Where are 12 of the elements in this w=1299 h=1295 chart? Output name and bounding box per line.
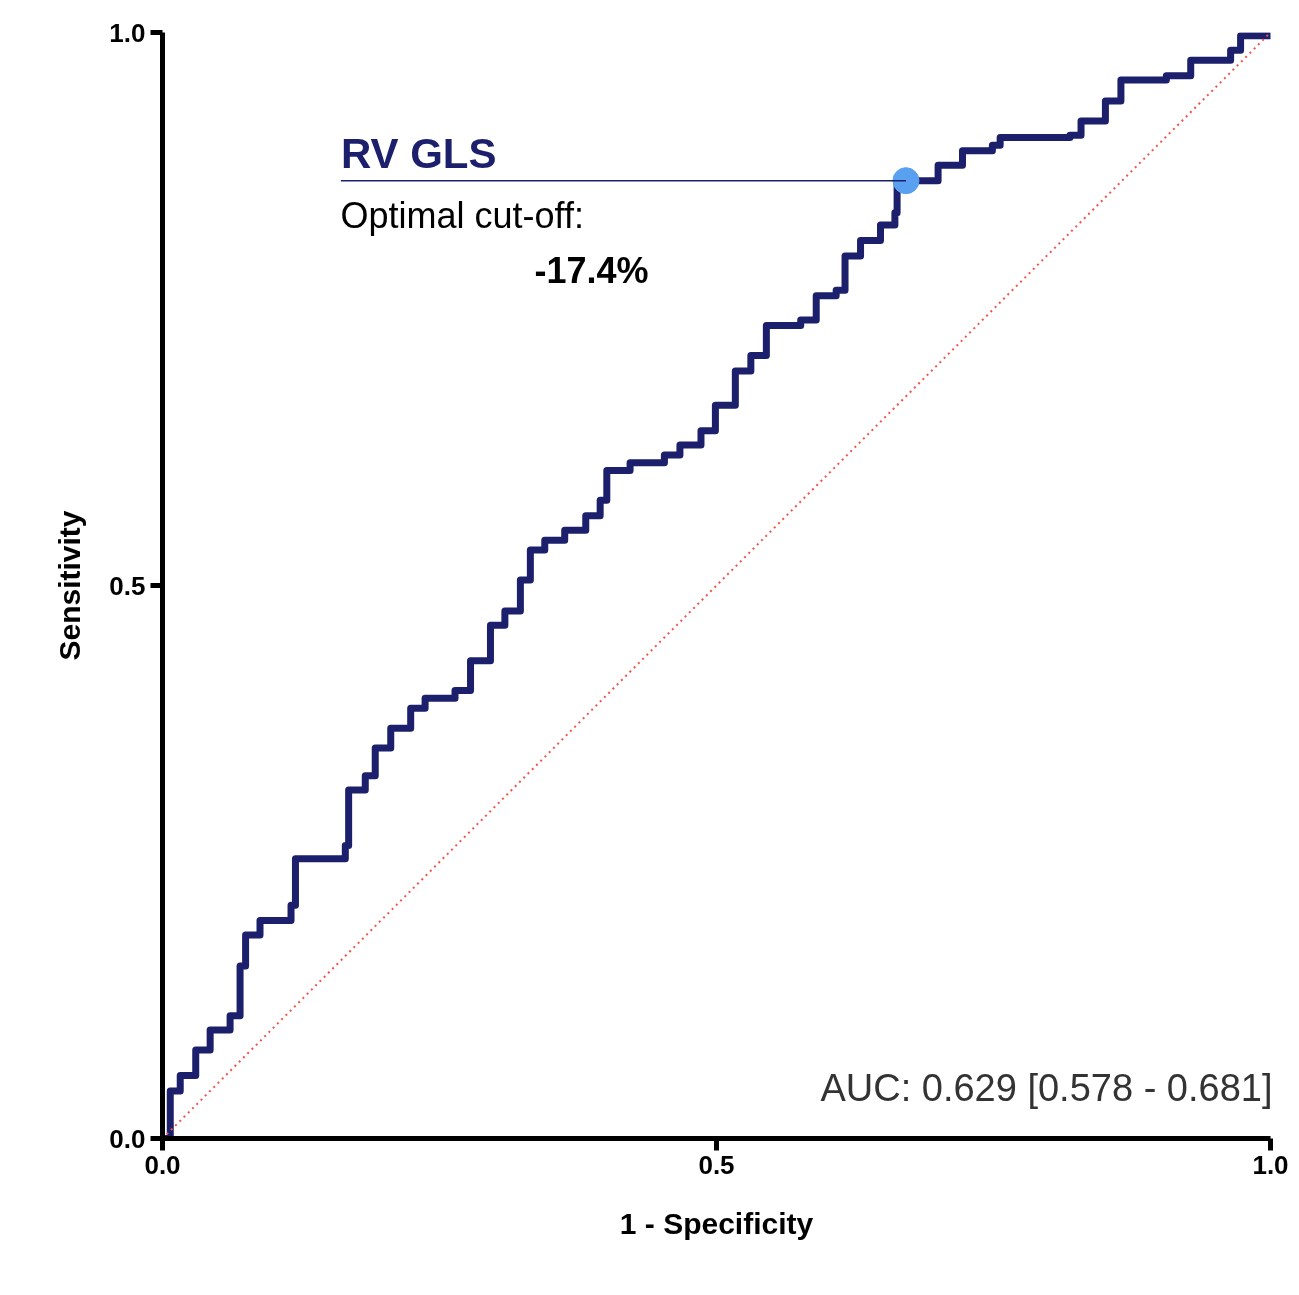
- annotation: AUC: 0.629 [0.578 - 0.681]: [820, 1066, 1273, 1109]
- annotation: Optimal cut-off:: [340, 194, 584, 236]
- annotation: -17.4%: [534, 249, 649, 291]
- x-tick-label: 0.0: [144, 1149, 181, 1180]
- y-tick-label: 0.0: [109, 1123, 146, 1154]
- x-tick-label: 0.5: [698, 1149, 735, 1180]
- x-axis-title: 1 - Specificity: [619, 1206, 814, 1240]
- x-tick-label: 1.0: [1252, 1149, 1289, 1180]
- y-axis-title: Sensitivity: [53, 510, 87, 661]
- y-tick-label: 0.5: [109, 570, 146, 601]
- annotation: RV GLS: [340, 129, 497, 177]
- y-tick-label: 1.0: [109, 17, 146, 48]
